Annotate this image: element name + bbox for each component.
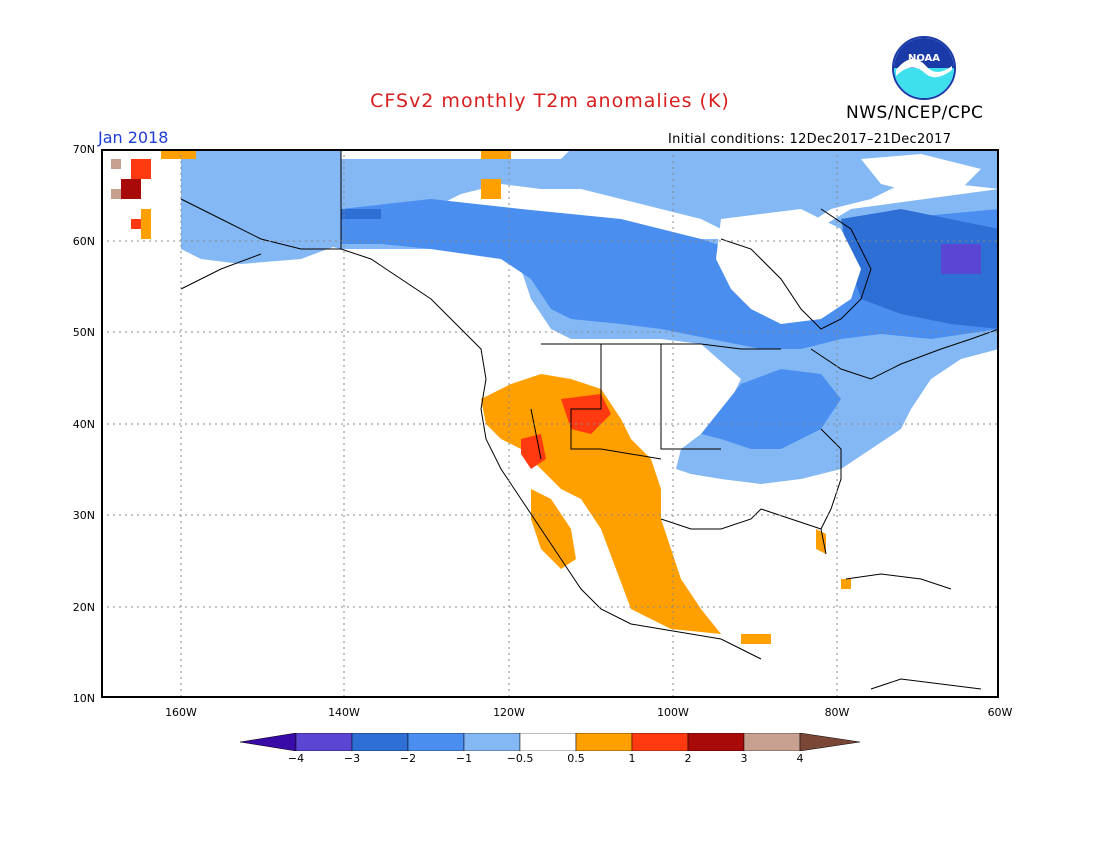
colorbar-tick: 0.5 — [567, 752, 585, 765]
logo-text: NOAA — [908, 53, 940, 64]
agency-label: NWS/NCEP/CPC — [846, 103, 984, 123]
lat-label: 70N — [72, 143, 95, 156]
lat-label: 20N — [72, 601, 95, 614]
initial-conditions: Initial conditions: 12Dec2017–21Dec2017 — [668, 132, 952, 147]
map-area — [101, 149, 999, 698]
very-strong-warm-region — [121, 179, 141, 199]
lat-label: 50N — [72, 326, 95, 339]
lon-label: 160W — [165, 706, 197, 719]
lon-label: 120W — [493, 706, 525, 719]
noaa-logo: NOAA — [892, 36, 956, 100]
colorbar-swatch — [631, 732, 689, 752]
lat-label: 10N — [72, 692, 95, 705]
strong-warm-region — [131, 159, 611, 469]
strong-cold-region — [341, 209, 999, 329]
lat-label: 40N — [72, 418, 95, 431]
very-strong-cold-region — [941, 244, 981, 274]
colorbar-swatch — [239, 732, 297, 752]
colorbar-swatch — [687, 732, 745, 752]
colorbar-swatch — [295, 732, 353, 752]
gridlines — [101, 149, 999, 698]
lon-label: 60W — [987, 706, 1013, 719]
colorbar-tick: −3 — [343, 752, 361, 765]
colorbar-tick: 3 — [740, 752, 748, 765]
colorbar-swatch — [575, 732, 633, 752]
colorbar-swatch — [799, 732, 861, 752]
lon-label: 100W — [657, 706, 689, 719]
colorbar-tick: −2 — [399, 752, 417, 765]
map-frame — [101, 149, 999, 698]
colorbar-tick: 4 — [796, 752, 804, 765]
lat-label: 30N — [72, 509, 95, 522]
colorbar-tick: 2 — [684, 752, 692, 765]
coastlines — [180, 149, 999, 690]
chart-title: CFSv2 monthly T2m anomalies (K) — [370, 90, 730, 112]
colorbar-tick: −0.5 — [506, 752, 534, 765]
colorbar-swatch — [519, 732, 577, 752]
colorbar — [239, 732, 861, 752]
colorbar-swatch — [351, 732, 409, 752]
colorbar-tick: −4 — [287, 752, 305, 765]
extreme-warm-region — [111, 159, 121, 199]
colorbar-tick: 1 — [628, 752, 636, 765]
valid-month: Jan 2018 — [98, 128, 169, 147]
lat-label: 60N — [72, 235, 95, 248]
colorbar-swatch — [407, 732, 465, 752]
lon-label: 140W — [328, 706, 360, 719]
colorbar-swatch — [463, 732, 521, 752]
lon-label: 80W — [824, 706, 850, 719]
colorbar-tick: −1 — [455, 752, 473, 765]
colorbar-swatch — [743, 732, 801, 752]
